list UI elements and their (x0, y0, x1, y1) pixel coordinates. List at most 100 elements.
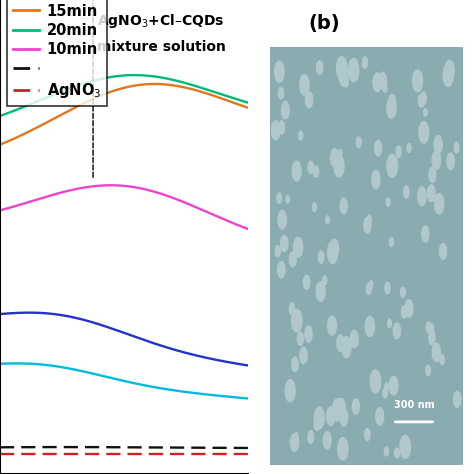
Circle shape (338, 438, 348, 460)
Circle shape (337, 335, 344, 351)
Circle shape (369, 281, 373, 289)
Circle shape (317, 61, 323, 74)
Circle shape (419, 122, 429, 143)
Circle shape (277, 193, 282, 203)
Circle shape (422, 226, 429, 242)
Text: (b): (b) (308, 14, 340, 33)
Circle shape (419, 94, 424, 107)
Circle shape (356, 137, 361, 148)
Circle shape (291, 434, 299, 451)
Circle shape (328, 316, 337, 335)
Circle shape (344, 77, 348, 87)
Circle shape (432, 151, 441, 170)
Circle shape (300, 347, 307, 364)
Circle shape (426, 322, 431, 333)
Circle shape (319, 251, 324, 263)
Circle shape (289, 252, 296, 267)
Circle shape (339, 67, 348, 86)
Circle shape (389, 376, 398, 395)
Circle shape (308, 161, 313, 173)
Circle shape (281, 235, 288, 252)
Circle shape (314, 418, 319, 430)
Circle shape (385, 282, 390, 294)
Circle shape (429, 167, 436, 182)
Circle shape (420, 92, 427, 105)
Circle shape (336, 398, 346, 419)
Circle shape (388, 319, 392, 328)
Circle shape (404, 186, 409, 198)
Circle shape (384, 447, 389, 456)
Circle shape (401, 287, 405, 297)
Circle shape (285, 380, 295, 402)
Circle shape (303, 275, 310, 289)
Circle shape (387, 154, 397, 178)
Circle shape (396, 146, 401, 157)
Bar (270, 47, 463, 465)
Circle shape (282, 101, 289, 119)
Circle shape (405, 300, 413, 318)
Circle shape (454, 392, 461, 407)
Circle shape (289, 303, 295, 315)
Circle shape (445, 60, 454, 81)
Circle shape (370, 370, 381, 393)
Circle shape (323, 432, 331, 449)
Circle shape (330, 149, 339, 167)
Circle shape (350, 330, 358, 348)
Circle shape (387, 98, 396, 118)
Text: AgNO$_3$+Cl–CQDs: AgNO$_3$+Cl–CQDs (97, 12, 224, 30)
Circle shape (395, 448, 399, 458)
Circle shape (366, 283, 371, 294)
Circle shape (305, 91, 313, 108)
Circle shape (314, 407, 324, 429)
Circle shape (326, 216, 329, 224)
Circle shape (376, 408, 384, 425)
Circle shape (340, 198, 347, 214)
Circle shape (443, 64, 453, 86)
Circle shape (328, 241, 337, 264)
Circle shape (278, 262, 285, 278)
Circle shape (299, 131, 303, 140)
Circle shape (308, 430, 314, 444)
Circle shape (412, 70, 422, 92)
Circle shape (334, 155, 344, 177)
Circle shape (389, 94, 396, 109)
Circle shape (278, 87, 284, 99)
Circle shape (340, 409, 348, 426)
Circle shape (383, 388, 387, 398)
Circle shape (454, 142, 459, 153)
Circle shape (447, 153, 455, 170)
Circle shape (338, 149, 342, 157)
Circle shape (365, 428, 370, 440)
Circle shape (278, 210, 286, 229)
Circle shape (429, 331, 435, 345)
Circle shape (385, 383, 389, 392)
Circle shape (274, 61, 284, 82)
Circle shape (275, 246, 280, 257)
Circle shape (426, 365, 430, 376)
Circle shape (439, 244, 447, 259)
Circle shape (323, 276, 327, 285)
Circle shape (300, 74, 309, 95)
Circle shape (365, 316, 374, 337)
Circle shape (342, 337, 351, 357)
Circle shape (435, 193, 444, 214)
Circle shape (383, 83, 387, 92)
Circle shape (294, 433, 298, 441)
Circle shape (327, 407, 335, 426)
Legend: 15min, 20min, 10min, , AgNO$_3$: 15min, 20min, 10min, , AgNO$_3$ (7, 0, 107, 106)
Circle shape (292, 309, 302, 332)
Circle shape (352, 399, 359, 414)
Circle shape (407, 144, 411, 152)
Circle shape (430, 188, 435, 198)
Circle shape (292, 357, 298, 372)
Circle shape (364, 218, 371, 233)
Circle shape (313, 166, 319, 177)
Circle shape (332, 399, 343, 421)
Circle shape (379, 72, 386, 89)
Circle shape (312, 202, 317, 211)
Circle shape (292, 161, 301, 181)
Circle shape (362, 57, 367, 68)
Circle shape (424, 109, 427, 116)
Circle shape (401, 306, 407, 318)
Circle shape (297, 332, 303, 346)
